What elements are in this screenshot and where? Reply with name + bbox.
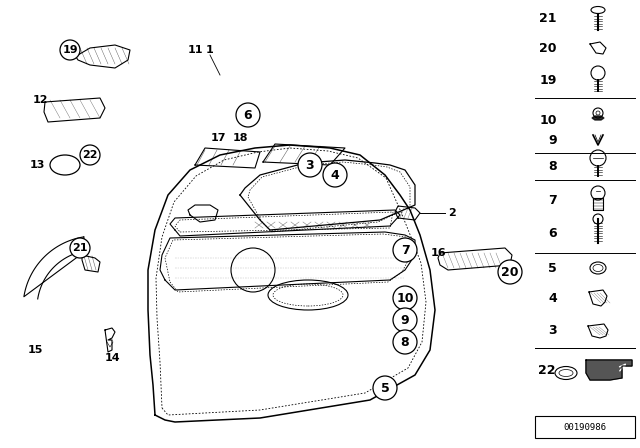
Circle shape xyxy=(393,308,417,332)
Ellipse shape xyxy=(591,7,605,13)
Text: 13: 13 xyxy=(30,160,45,170)
Circle shape xyxy=(593,214,603,224)
Text: 19: 19 xyxy=(540,73,557,86)
Circle shape xyxy=(590,150,606,166)
Circle shape xyxy=(498,260,522,284)
Text: 3: 3 xyxy=(548,323,557,336)
Text: 17: 17 xyxy=(211,133,226,143)
Text: 4: 4 xyxy=(548,292,557,305)
Text: 8: 8 xyxy=(401,336,410,349)
Text: 20: 20 xyxy=(540,42,557,55)
Text: 10: 10 xyxy=(540,113,557,126)
Text: 21: 21 xyxy=(540,12,557,25)
Ellipse shape xyxy=(590,262,606,274)
Text: 2: 2 xyxy=(448,208,456,218)
Text: 4: 4 xyxy=(331,168,339,181)
Circle shape xyxy=(593,108,603,118)
Polygon shape xyxy=(592,116,604,120)
Polygon shape xyxy=(586,360,632,380)
Polygon shape xyxy=(24,237,86,299)
Text: 20: 20 xyxy=(501,266,519,279)
Text: 10: 10 xyxy=(396,292,413,305)
Text: 00190986: 00190986 xyxy=(563,422,607,431)
Text: 1: 1 xyxy=(206,45,214,55)
Circle shape xyxy=(591,66,605,80)
Circle shape xyxy=(373,376,397,400)
Text: 3: 3 xyxy=(306,159,314,172)
Circle shape xyxy=(80,145,100,165)
Circle shape xyxy=(298,153,322,177)
Text: 16: 16 xyxy=(430,248,446,258)
Circle shape xyxy=(236,103,260,127)
Text: 19: 19 xyxy=(62,45,78,55)
Text: 22: 22 xyxy=(538,363,556,376)
Circle shape xyxy=(60,40,80,60)
Text: 6: 6 xyxy=(244,108,252,121)
Text: 9: 9 xyxy=(401,314,410,327)
Text: 14: 14 xyxy=(104,353,120,363)
Text: 22: 22 xyxy=(83,150,98,160)
Circle shape xyxy=(70,238,90,258)
Text: 11: 11 xyxy=(188,45,203,55)
Text: 7: 7 xyxy=(548,194,557,207)
Text: 7: 7 xyxy=(401,244,410,257)
Circle shape xyxy=(393,330,417,354)
Text: 8: 8 xyxy=(548,159,557,172)
Text: 9: 9 xyxy=(548,134,557,146)
Text: 5: 5 xyxy=(381,382,389,395)
Circle shape xyxy=(323,163,347,187)
Circle shape xyxy=(393,286,417,310)
Text: 18: 18 xyxy=(232,133,248,143)
Text: 12: 12 xyxy=(32,95,48,105)
Text: 6: 6 xyxy=(548,227,557,240)
Text: 5: 5 xyxy=(548,262,557,275)
Circle shape xyxy=(591,186,605,200)
Text: 15: 15 xyxy=(28,345,43,355)
Ellipse shape xyxy=(50,155,80,175)
Text: 21: 21 xyxy=(72,243,88,253)
Ellipse shape xyxy=(555,366,577,379)
Circle shape xyxy=(393,238,417,262)
